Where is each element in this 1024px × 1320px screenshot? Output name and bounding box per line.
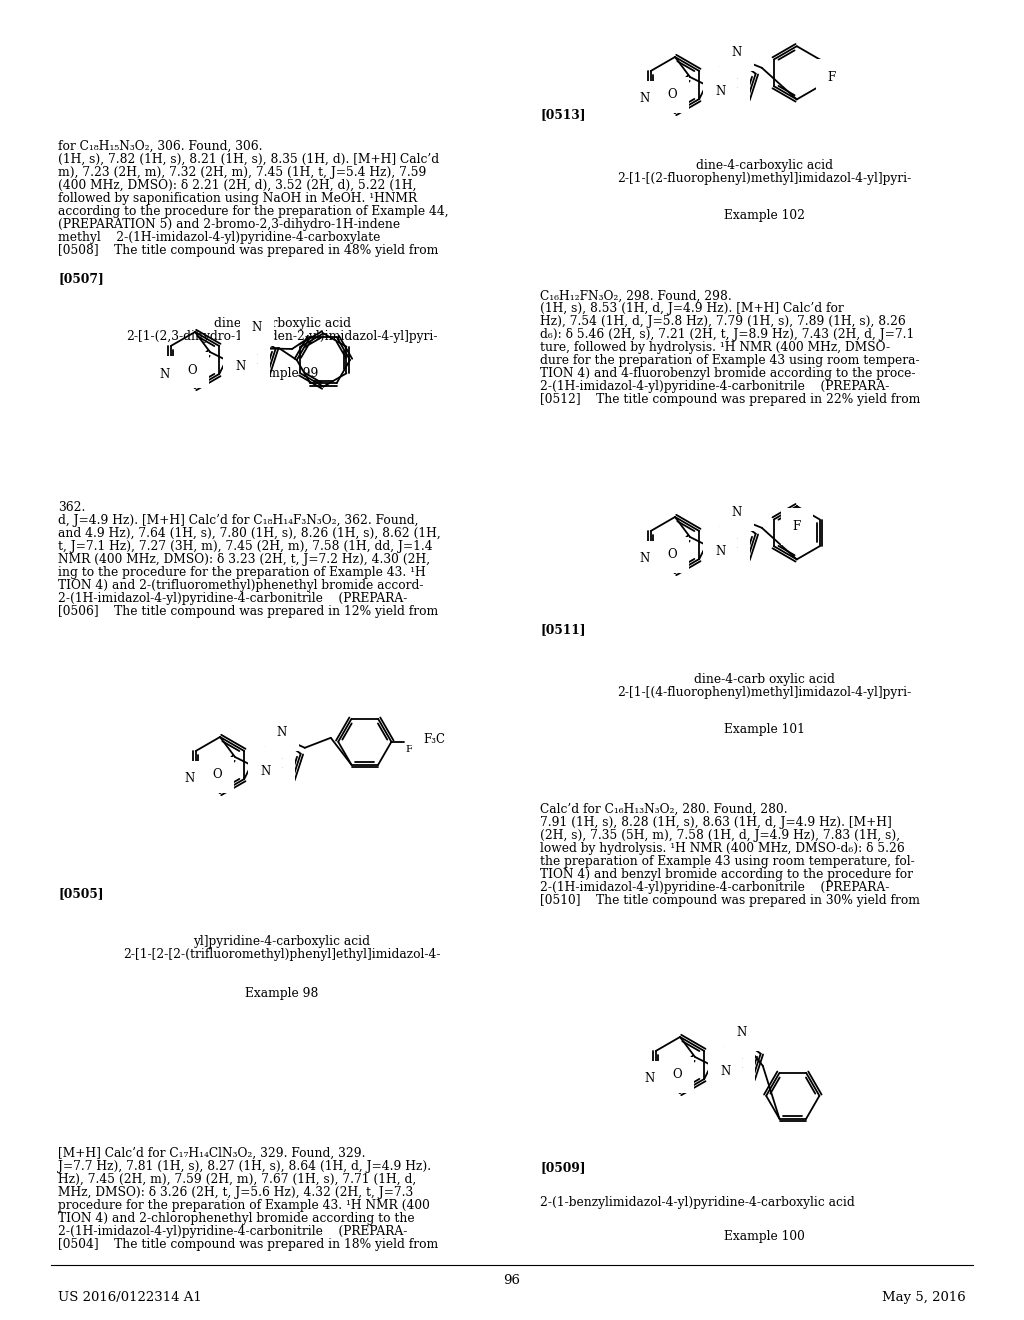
Text: OH: OH [263,759,283,771]
Text: May 5, 2016: May 5, 2016 [883,1291,966,1304]
Text: N: N [736,1027,746,1039]
Text: [0510]    The title compound was prepared in 30% yield from: [0510] The title compound was prepared i… [540,894,920,907]
Text: Example 102: Example 102 [724,209,805,222]
Text: TION 4) and 2-chlorophenethyl bromide according to the: TION 4) and 2-chlorophenethyl bromide ac… [58,1212,415,1225]
Text: MHz, DMSO): δ 3.26 (2H, t, J=5.6 Hz), 4.32 (2H, t, J=7.3: MHz, DMSO): δ 3.26 (2H, t, J=5.6 Hz), 4.… [58,1187,414,1199]
Text: (PREPARATION 5) and 2-bromo-2,3-dihydro-1H-indene: (PREPARATION 5) and 2-bromo-2,3-dihydro-… [58,218,400,231]
Text: ing to the procedure for the preparation of Example 43. ¹H: ing to the procedure for the preparation… [58,565,426,578]
Text: TION 4) and 4-fluorobenzyl bromide according to the proce-: TION 4) and 4-fluorobenzyl bromide accor… [540,367,915,380]
Text: N: N [715,545,725,558]
Text: d₆): δ 5.46 (2H, s), 7.21 (2H, t, J=8.9 Hz), 7.43 (2H, d, J=7.1: d₆): δ 5.46 (2H, s), 7.21 (2H, t, J=8.9 … [540,329,914,342]
Text: 2-(1H-imidazol-4-yl)pyridine-4-carbonitrile    (PREPARA-: 2-(1H-imidazol-4-yl)pyridine-4-carbonitr… [58,591,408,605]
Text: 362.: 362. [58,500,85,513]
Text: O: O [212,768,222,781]
Text: OH: OH [238,354,258,367]
Text: [0505]: [0505] [58,887,103,900]
Text: N: N [645,1072,655,1085]
Text: OH: OH [718,78,738,91]
Text: O: O [672,1068,682,1081]
Text: J=7.7 Hz), 7.81 (1H, s), 8.27 (1H, s), 8.64 (1H, d, J=4.9 Hz).: J=7.7 Hz), 7.81 (1H, s), 8.27 (1H, s), 8… [58,1160,431,1173]
Text: Example 98: Example 98 [246,987,318,1001]
Text: F: F [827,71,836,84]
Text: [M+H] Calc’d for C₁₇H₁₄ClN₃O₂, 329. Found, 329.: [M+H] Calc’d for C₁₇H₁₄ClN₃O₂, 329. Foun… [58,1147,366,1160]
Text: TION 4) and 2-(trifluoromethyl)phenethyl bromide accord-: TION 4) and 2-(trifluoromethyl)phenethyl… [58,578,424,591]
Text: US 2016/0122314 A1: US 2016/0122314 A1 [58,1291,202,1304]
Text: F₃C: F₃C [423,734,445,746]
Text: N: N [160,367,170,380]
Text: 2-[1-[(2-fluorophenyl)methyl]imidazol-4-yl]pyri-: 2-[1-[(2-fluorophenyl)methyl]imidazol-4-… [616,172,911,185]
Text: OH: OH [718,539,738,552]
Text: ₃C: ₃C [414,733,425,742]
Text: N: N [184,772,195,785]
Text: m), 7.23 (2H, m), 7.32 (2H, m), 7.45 (1H, t, J=5.4 Hz), 7.59: m), 7.23 (2H, m), 7.32 (2H, m), 7.45 (1H… [58,166,426,180]
Text: procedure for the preparation of Example 43. ¹H NMR (400: procedure for the preparation of Example… [58,1199,430,1212]
Text: Hz), 7.45 (2H, m), 7.59 (2H, m), 7.67 (1H, s), 7.71 (1H, d,: Hz), 7.45 (2H, m), 7.59 (2H, m), 7.67 (1… [58,1173,416,1187]
Text: 2-(1H-imidazol-4-yl)pyridine-4-carbonitrile    (PREPARA-: 2-(1H-imidazol-4-yl)pyridine-4-carbonitr… [58,1225,408,1238]
Text: [0511]: [0511] [540,623,586,636]
Text: OH: OH [723,1059,742,1072]
Text: 2-(1-benzylimidazol-4-yl)pyridine-4-carboxylic acid: 2-(1-benzylimidazol-4-yl)pyridine-4-carb… [540,1196,855,1209]
Text: d, J=4.9 Hz). [M+H] Calc’d for C₁₈H₁₄F₃N₃O₂, 362. Found,: d, J=4.9 Hz). [M+H] Calc’d for C₁₈H₁₄F₃N… [58,513,419,527]
Text: dine-4-carboxylic acid: dine-4-carboxylic acid [213,317,350,330]
Text: N: N [276,726,287,739]
Text: [0506]    The title compound was prepared in 12% yield from: [0506] The title compound was prepared i… [58,605,438,618]
Text: [0512]    The title compound was prepared in 22% yield from: [0512] The title compound was prepared i… [540,393,921,407]
Text: t, J=7.1 Hz), 7.27 (3H, m), 7.45 (2H, m), 7.58 (1H, dd, J=1.4: t, J=7.1 Hz), 7.27 (3H, m), 7.45 (2H, m)… [58,540,432,553]
Text: N: N [260,764,270,777]
Text: N: N [732,507,742,519]
Text: Example 100: Example 100 [724,1230,805,1243]
Text: Hz), 7.54 (1H, d, J=5.8 Hz), 7.79 (1H, s), 7.89 (1H, s), 8.26: Hz), 7.54 (1H, d, J=5.8 Hz), 7.79 (1H, s… [540,315,906,329]
Text: F: F [406,744,413,754]
Text: F: F [793,520,801,533]
Text: C₁₆H₁₂FN₃O₂, 298. Found, 298.: C₁₆H₁₂FN₃O₂, 298. Found, 298. [540,289,732,302]
Text: 2-[1-(2,3-dihydro-1H-inden-2-yl)imidazol-4-yl]pyri-: 2-[1-(2,3-dihydro-1H-inden-2-yl)imidazol… [126,330,437,343]
Text: dure for the preparation of Example 43 using room tempera-: dure for the preparation of Example 43 u… [540,354,920,367]
Text: 2-(1H-imidazol-4-yl)pyridine-4-carbonitrile    (PREPARA-: 2-(1H-imidazol-4-yl)pyridine-4-carbonitr… [540,380,890,393]
Text: the preparation of Example 43 using room temperature, fol-: the preparation of Example 43 using room… [540,854,914,867]
Text: according to the procedure for the preparation of Example 44,: according to the procedure for the prepa… [58,205,449,218]
Text: 2-[1-[(4-fluorophenyl)methyl]imidazol-4-yl]pyri-: 2-[1-[(4-fluorophenyl)methyl]imidazol-4-… [616,686,911,700]
Text: 2-[1-[2-[2-(trifluoromethyl)phenyl]ethyl]imidazol-4-: 2-[1-[2-[2-(trifluoromethyl)phenyl]ethyl… [123,948,440,961]
Text: Example 101: Example 101 [724,723,805,737]
Text: O: O [187,363,197,376]
Text: dine-4-carboxylic acid: dine-4-carboxylic acid [695,158,833,172]
Text: (1H, s), 8.53 (1H, d, J=4.9 Hz). [M+H] Calc’d for: (1H, s), 8.53 (1H, d, J=4.9 Hz). [M+H] C… [540,302,844,315]
Text: N: N [640,92,650,106]
Text: [0508]    The title compound was prepared in 48% yield from: [0508] The title compound was prepared i… [58,244,438,257]
Text: 7.91 (1H, s), 8.28 (1H, s), 8.63 (1H, d, J=4.9 Hz). [M+H]: 7.91 (1H, s), 8.28 (1H, s), 8.63 (1H, d,… [540,816,892,829]
Text: TION 4) and benzyl bromide according to the procedure for: TION 4) and benzyl bromide according to … [540,867,913,880]
Text: (2H, s), 7.35 (5H, m), 7.58 (1H, d, J=4.9 Hz), 7.83 (1H, s),: (2H, s), 7.35 (5H, m), 7.58 (1H, d, J=4.… [540,829,900,842]
Text: ture, followed by hydrolysis. ¹H NMR (400 MHz, DMSO-: ture, followed by hydrolysis. ¹H NMR (40… [540,342,890,354]
Text: N: N [715,84,725,98]
Text: for C₁₈H₁₅N₃O₂, 306. Found, 306.: for C₁₈H₁₅N₃O₂, 306. Found, 306. [58,140,262,153]
Text: and 4.9 Hz), 7.64 (1H, s), 7.80 (1H, s), 8.26 (1H, s), 8.62 (1H,: and 4.9 Hz), 7.64 (1H, s), 7.80 (1H, s),… [58,527,440,540]
Text: (1H, s), 7.82 (1H, s), 8.21 (1H, s), 8.35 (1H, d). [M+H] Calc’d: (1H, s), 7.82 (1H, s), 8.21 (1H, s), 8.3… [58,153,439,166]
Text: O: O [668,549,677,561]
Text: N: N [732,46,742,59]
Text: Calc’d for C₁₆H₁₃N₃O₂, 280. Found, 280.: Calc’d for C₁₆H₁₃N₃O₂, 280. Found, 280. [540,803,787,816]
Text: followed by saponification using NaOH in MeOH. ¹HNMR: followed by saponification using NaOH in… [58,193,417,205]
Text: dine-4-carb oxylic acid: dine-4-carb oxylic acid [693,673,835,686]
Text: methyl    2-(1H-imidazol-4-yl)pyridine-4-carboxylate: methyl 2-(1H-imidazol-4-yl)pyridine-4-ca… [58,231,380,244]
Text: [0507]: [0507] [58,272,103,285]
Text: N: N [236,360,246,374]
Text: [0509]: [0509] [540,1162,586,1175]
Text: O: O [668,88,677,102]
Text: N: N [252,321,262,334]
Text: yl]pyridine-4-carboxylic acid: yl]pyridine-4-carboxylic acid [194,935,371,948]
Text: 96: 96 [504,1274,520,1287]
Text: (400 MHz, DMSO): δ 2.21 (2H, d), 3.52 (2H, d), 5.22 (1H,: (400 MHz, DMSO): δ 2.21 (2H, d), 3.52 (2… [58,180,417,193]
Text: NMR (400 MHz, DMSO): δ 3.23 (2H, t, J=7.2 Hz), 4.30 (2H,: NMR (400 MHz, DMSO): δ 3.23 (2H, t, J=7.… [58,553,430,565]
Text: [0504]    The title compound was prepared in 18% yield from: [0504] The title compound was prepared i… [58,1238,438,1251]
Text: [0513]: [0513] [540,108,586,121]
Text: lowed by hydrolysis. ¹H NMR (400 MHz, DMSO-d₆): δ 5.26: lowed by hydrolysis. ¹H NMR (400 MHz, DM… [540,842,905,854]
Text: N: N [720,1065,730,1078]
Text: N: N [640,553,650,565]
Text: Example 99: Example 99 [246,367,318,380]
Text: 2-(1H-imidazol-4-yl)pyridine-4-carbonitrile    (PREPARA-: 2-(1H-imidazol-4-yl)pyridine-4-carbonitr… [540,880,890,894]
